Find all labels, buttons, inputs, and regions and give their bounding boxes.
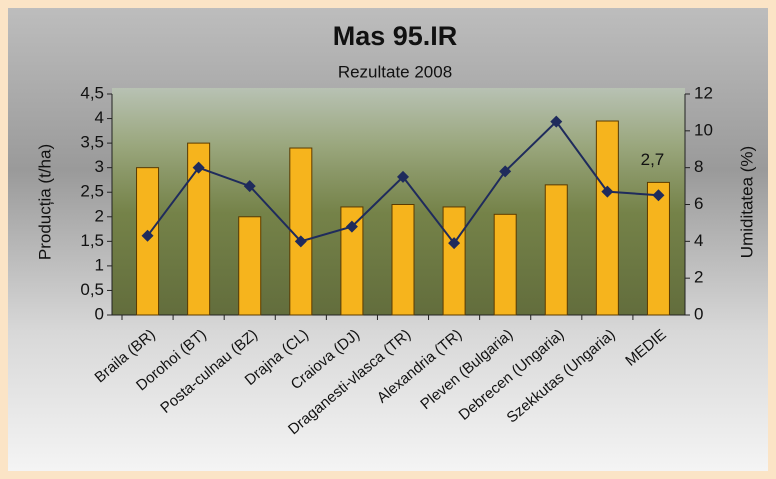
y2-tick-label: 0 [694,304,703,323]
y-tick-label: 1,5 [80,231,104,250]
y-tick-label: 2 [95,206,104,225]
chart: Mas 95.IR Rezultate 2008 Producția (t/ha… [0,0,776,479]
bar [392,205,414,316]
bar [290,148,312,315]
y2-tick-label: 10 [694,120,713,139]
y-tick-label: 0,5 [80,280,104,299]
bar [545,185,567,315]
y-tick-label: 2,5 [80,182,104,201]
y-tick-label: 4 [95,108,104,127]
y-tick-label: 1 [95,255,104,274]
y-axis-label: Producția (t/ha) [35,144,54,260]
y-tick-label: 0 [95,304,104,323]
y-tick-label: 3 [95,157,104,176]
bar [596,121,618,315]
value-label: 2,7 [641,150,665,169]
bar [647,182,669,315]
y2-tick-label: 2 [694,268,703,287]
y-tick-label: 3,5 [80,133,104,152]
bar [494,214,516,315]
chart-title: Mas 95.IR [333,21,458,51]
y2-tick-label: 8 [694,157,703,176]
y2-axis-label: Umiditatea (%) [737,146,756,258]
y2-tick-label: 12 [694,83,713,102]
y2-tick-label: 6 [694,194,703,213]
y-tick-label: 4,5 [80,83,104,102]
bar [239,217,261,315]
y2-tick-label: 4 [694,231,703,250]
bar [443,207,465,315]
chart-subtitle: Rezultate 2008 [338,62,452,81]
